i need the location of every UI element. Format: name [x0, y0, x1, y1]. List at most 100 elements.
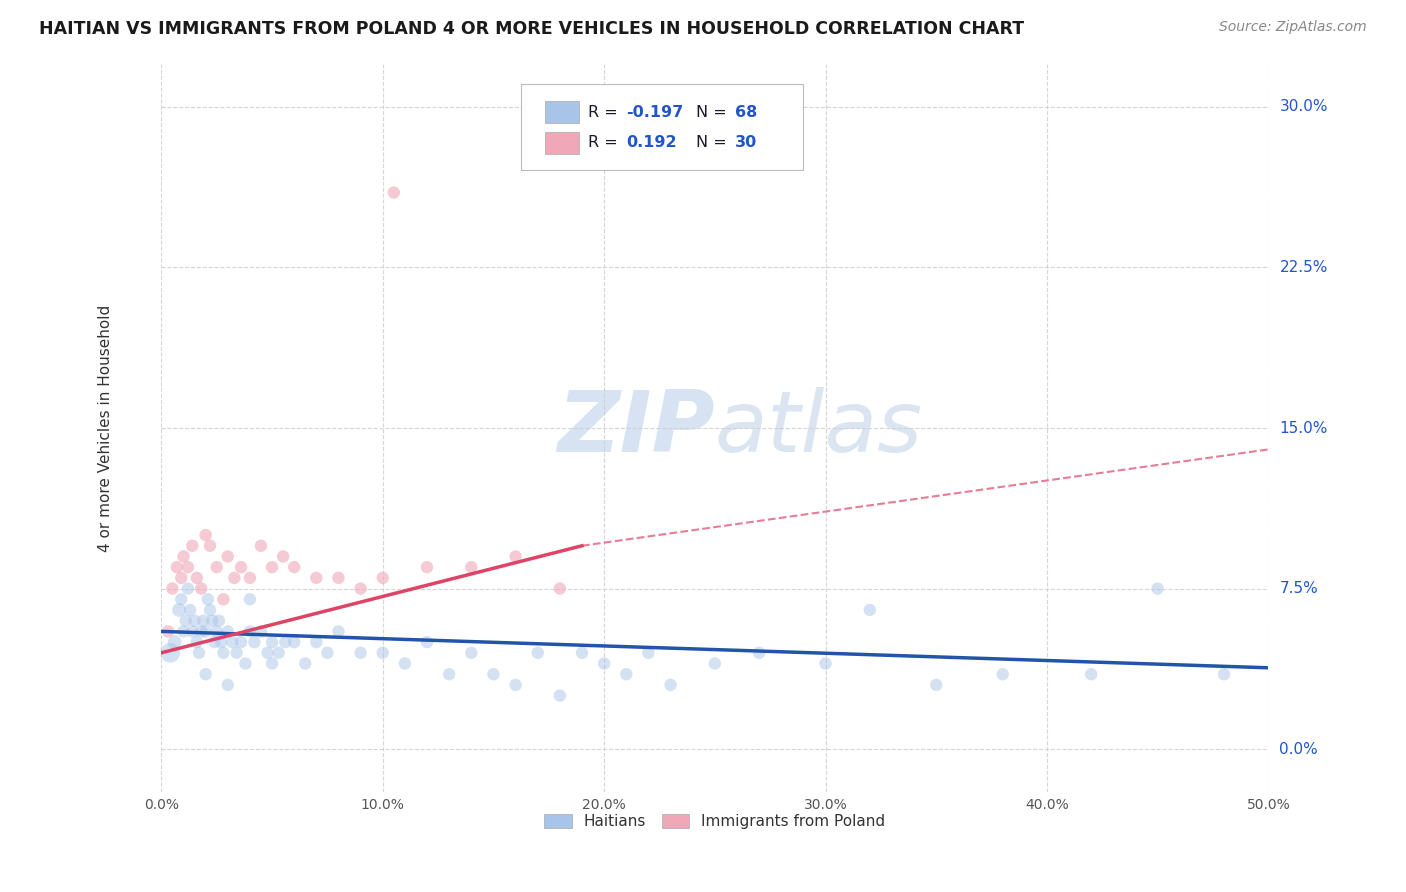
Text: 10.0%: 10.0% [361, 798, 405, 813]
Text: 15.0%: 15.0% [1279, 420, 1327, 435]
Point [748, 646, 770, 660]
Point [460, 646, 482, 660]
Point [256, 646, 278, 660]
Point [225, 646, 247, 660]
Point [349, 582, 371, 596]
Point [217, 624, 239, 639]
Point [250, 624, 273, 639]
Text: HAITIAN VS IMMIGRANTS FROM POLAND 4 OR MORE VEHICLES IN HOUSEHOLD CORRELATION CH: HAITIAN VS IMMIGRANTS FROM POLAND 4 OR M… [39, 20, 1025, 37]
FancyBboxPatch shape [546, 132, 579, 153]
Point [382, 186, 405, 200]
Point [162, 582, 184, 596]
Point [328, 571, 350, 585]
Point [371, 571, 394, 585]
Text: 0.192: 0.192 [626, 136, 676, 150]
Point [239, 592, 262, 607]
Point [505, 549, 527, 564]
Point [305, 571, 328, 585]
Point [593, 657, 616, 671]
Point [394, 657, 416, 671]
Point [1080, 667, 1102, 681]
Point [526, 646, 548, 660]
Point [194, 624, 217, 639]
Point [239, 624, 262, 639]
Text: ZIP: ZIP [557, 386, 714, 469]
Point [159, 646, 181, 660]
Point [194, 528, 217, 542]
Point [260, 635, 283, 649]
Point [703, 657, 725, 671]
Point [283, 635, 305, 649]
Point [177, 560, 200, 574]
Point [305, 635, 328, 649]
Text: N =: N = [696, 104, 733, 120]
Point [349, 646, 371, 660]
Text: Source: ZipAtlas.com: Source: ZipAtlas.com [1219, 20, 1367, 34]
Point [217, 678, 239, 692]
Point [190, 582, 212, 596]
Point [156, 624, 179, 639]
Text: 68: 68 [735, 104, 756, 120]
Point [167, 603, 190, 617]
Point [859, 603, 882, 617]
Point [250, 539, 273, 553]
Point [271, 549, 294, 564]
Point [209, 635, 232, 649]
Point [229, 560, 252, 574]
FancyBboxPatch shape [546, 101, 579, 123]
Point [163, 635, 186, 649]
Point [170, 592, 193, 607]
Point [194, 667, 217, 681]
Point [283, 560, 305, 574]
Point [201, 614, 224, 628]
Point [239, 571, 262, 585]
Point [188, 646, 211, 660]
Point [183, 614, 205, 628]
Point [294, 657, 316, 671]
Text: 0.0%: 0.0% [143, 798, 179, 813]
Point [614, 667, 637, 681]
Point [316, 646, 339, 660]
Point [637, 646, 659, 660]
Point [437, 667, 460, 681]
Text: -0.197: -0.197 [626, 104, 683, 120]
Point [186, 635, 208, 649]
Point [925, 678, 948, 692]
Point [1146, 582, 1168, 596]
Point [198, 603, 221, 617]
Point [193, 614, 215, 628]
Point [172, 624, 194, 639]
Point [505, 678, 527, 692]
Point [212, 592, 235, 607]
Point [328, 624, 350, 639]
Point [224, 571, 246, 585]
Text: 4 or more Vehicles in Household: 4 or more Vehicles in Household [98, 304, 114, 551]
Point [166, 560, 188, 574]
Text: 20.0%: 20.0% [582, 798, 626, 813]
Point [1213, 667, 1236, 681]
Point [267, 646, 290, 660]
Text: 22.5%: 22.5% [1279, 260, 1327, 275]
Text: 30.0%: 30.0% [804, 798, 848, 813]
Point [197, 592, 219, 607]
Point [204, 635, 226, 649]
Point [416, 635, 439, 649]
Legend: Haitians, Immigrants from Poland: Haitians, Immigrants from Poland [538, 808, 891, 835]
Point [274, 635, 297, 649]
Point [208, 614, 231, 628]
Point [235, 657, 257, 671]
Point [179, 603, 201, 617]
Point [260, 657, 283, 671]
Point [229, 635, 252, 649]
Text: 30.0%: 30.0% [1279, 99, 1327, 114]
Point [548, 689, 571, 703]
Point [181, 624, 204, 639]
Point [217, 549, 239, 564]
Point [460, 560, 482, 574]
Text: 30: 30 [735, 136, 756, 150]
Text: 7.5%: 7.5% [1279, 581, 1319, 596]
Point [659, 678, 682, 692]
Text: atlas: atlas [714, 386, 922, 469]
Text: R =: R = [588, 104, 623, 120]
Point [260, 560, 283, 574]
